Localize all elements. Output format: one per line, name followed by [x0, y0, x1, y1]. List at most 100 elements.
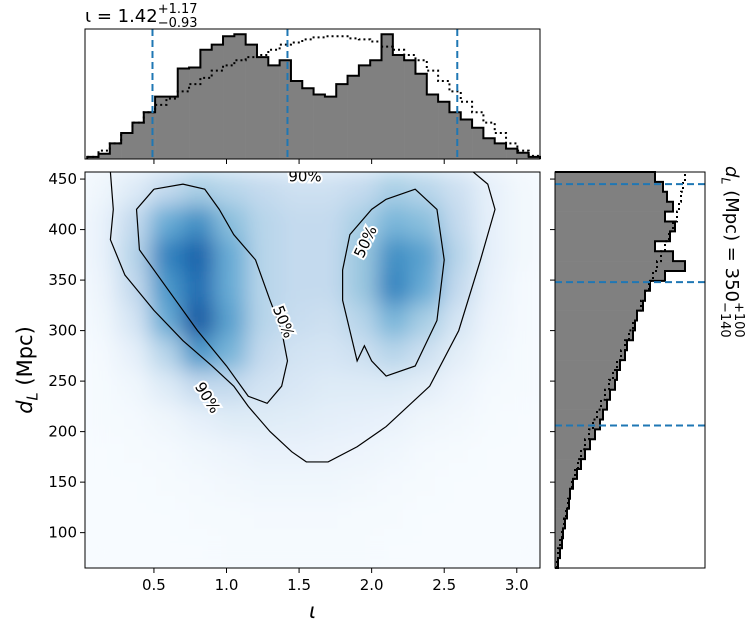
heatmap-cell	[344, 501, 378, 536]
heatmap-cell	[507, 501, 540, 536]
hist-bar	[555, 370, 617, 381]
hist-bar	[336, 84, 348, 159]
heatmap-cell	[279, 534, 313, 568]
heatmap-cell	[442, 501, 476, 536]
heatmap-cell	[117, 237, 151, 272]
heatmap-cell	[312, 534, 346, 568]
heatmap-cell	[279, 435, 313, 470]
title-main: ι = 1.42	[85, 6, 158, 27]
hist-bar	[555, 538, 562, 549]
hist-bar	[381, 34, 394, 160]
hist-bar	[302, 88, 314, 159]
title-upper: +1.17	[158, 2, 198, 17]
hist-bar	[438, 101, 450, 159]
hist-bar	[143, 112, 156, 159]
label-subscript: L	[719, 177, 734, 184]
heatmap-cell	[247, 303, 281, 338]
y-tick-label: 200	[48, 423, 77, 441]
heatmap-cell	[149, 402, 183, 437]
hist-bar	[109, 143, 122, 159]
heatmap-cell	[507, 237, 540, 272]
hist-bar	[555, 459, 581, 470]
hist-bar	[347, 75, 360, 159]
heatmap-cell	[85, 336, 118, 371]
heatmap-cell	[344, 468, 378, 503]
heatmap-cell	[507, 369, 540, 404]
hist-bar	[555, 360, 620, 371]
hist-bar	[555, 211, 665, 222]
heatmap-cell	[279, 204, 313, 239]
heatmap-cell	[442, 402, 476, 437]
hist-bar	[555, 310, 637, 321]
side-lower: −140	[717, 302, 732, 338]
hist-bar	[555, 488, 570, 499]
hist-bar	[555, 241, 655, 252]
heatmap-cell	[279, 303, 313, 338]
hist-bar	[132, 122, 145, 159]
label-symbol: d	[13, 400, 37, 414]
hist-bar	[426, 94, 439, 159]
x-tick-label: 1.0	[215, 576, 239, 594]
heatmap-cell	[85, 501, 118, 536]
heatmap-cell	[442, 270, 476, 305]
hist-bar	[555, 300, 643, 311]
hist-bar	[517, 152, 529, 159]
hist-bar	[506, 148, 518, 159]
heatmap-cell	[117, 468, 151, 503]
heatmap-clip	[85, 172, 540, 568]
heatmap-cell	[85, 534, 118, 568]
hist-bar	[155, 96, 167, 159]
contour-line	[342, 188, 445, 377]
heatmap-cell	[214, 501, 248, 536]
contour-line	[109, 172, 496, 463]
contour-label: 90%	[288, 168, 321, 186]
heatmap-cell	[474, 501, 508, 536]
hist-bar	[223, 36, 235, 159]
heatmap-cell	[507, 435, 540, 470]
heatmap-cell	[474, 402, 508, 437]
heatmap-cell	[117, 204, 151, 239]
heatmap-cell	[344, 270, 378, 305]
axes-frame	[554, 171, 706, 569]
heatmap-cell	[279, 270, 313, 305]
heatmap-cell	[247, 204, 281, 239]
heatmap-cell	[149, 336, 183, 371]
heatmap-cell	[377, 237, 411, 272]
heatmap-cell	[377, 369, 411, 404]
heatmap-cell	[344, 402, 378, 437]
heatmap-cell	[279, 402, 313, 437]
heatmap-cell	[377, 303, 411, 338]
hist-bar	[555, 251, 673, 262]
heatmap-cell	[214, 237, 248, 272]
heatmap-cell	[247, 501, 281, 536]
heatmap-cell	[85, 237, 118, 272]
y-tick-label: 250	[48, 372, 77, 390]
heatmap-cell	[182, 369, 216, 404]
side-label: dL (Mpc) = 350+100−140	[717, 166, 746, 338]
hist-bar	[555, 340, 627, 351]
heatmap-cell	[409, 172, 443, 206]
heatmap-cell	[182, 270, 216, 305]
hist-bar	[234, 34, 246, 160]
hist-bar	[555, 379, 615, 391]
heatmap-cell	[214, 402, 248, 437]
heatmap-cell	[312, 468, 346, 503]
heatmap-cell	[214, 303, 248, 338]
hist-bar	[404, 60, 416, 160]
heatmap-cell	[182, 501, 216, 536]
heatmap-cell	[442, 534, 476, 568]
hist-bar	[392, 55, 405, 159]
heatmap-cell	[149, 468, 183, 503]
hist-bar	[555, 469, 577, 480]
hist-bar	[177, 68, 190, 159]
heatmap-cell	[182, 468, 216, 503]
heatmap	[85, 172, 540, 568]
y-axis-label: dL (Mpc)	[13, 326, 41, 414]
hist-bar	[555, 172, 655, 183]
heatmap-cell	[474, 534, 508, 568]
hist-bar	[324, 96, 337, 159]
heatmap-cell	[474, 270, 508, 305]
heatmap-cell	[279, 369, 313, 404]
heatmap-cell	[377, 336, 411, 371]
heatmap-cell	[474, 237, 508, 272]
